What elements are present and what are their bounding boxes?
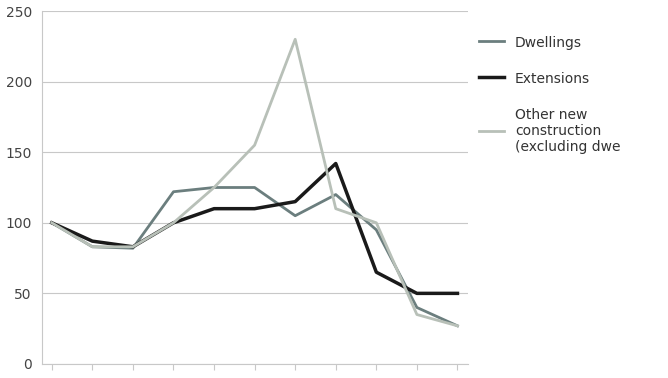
Legend: Dwellings, Extensions, Other new
construction
(excluding dwe: Dwellings, Extensions, Other new constru… <box>479 36 621 155</box>
